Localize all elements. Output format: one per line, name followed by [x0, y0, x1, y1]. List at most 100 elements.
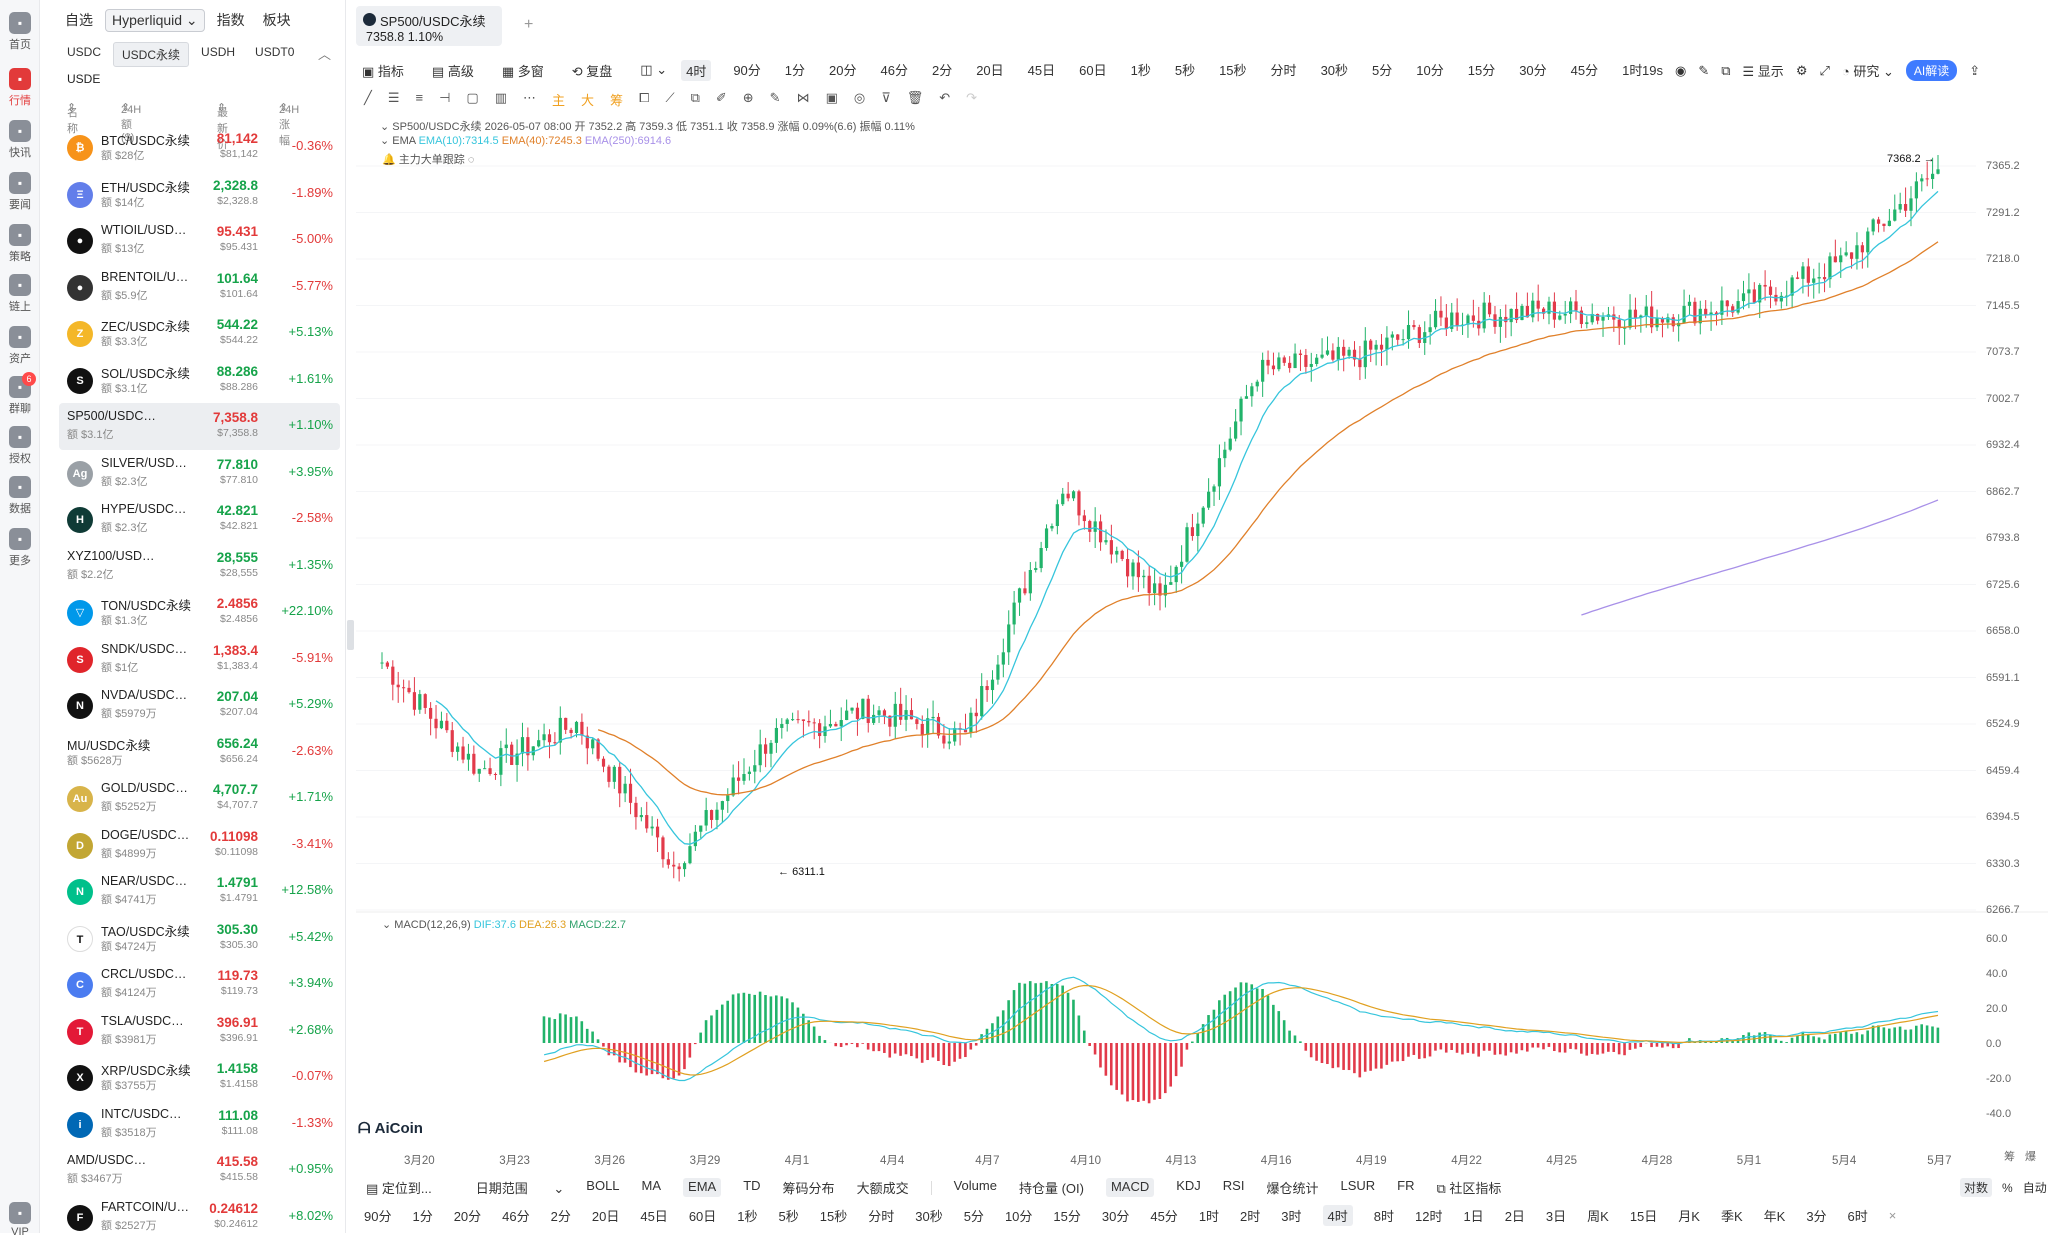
- sub-indicator-4[interactable]: RSI: [1223, 1178, 1245, 1197]
- close-icon[interactable]: ×: [1889, 1208, 1897, 1223]
- subtab-usdt0[interactable]: USDT0: [247, 42, 302, 67]
- bottom-interval-21[interactable]: 4时: [1323, 1205, 1353, 1226]
- community-indicator-button[interactable]: ⧉ 社区指标: [1437, 1178, 1524, 1197]
- bottom-interval-14[interactable]: 10分: [1005, 1206, 1032, 1225]
- bottom-interval-13[interactable]: 5分: [964, 1206, 984, 1225]
- bottom-interval-25[interactable]: 2日: [1505, 1206, 1525, 1225]
- candle: [1726, 300, 1729, 317]
- sub-indicator-5[interactable]: 爆仓统计: [1266, 1178, 1318, 1197]
- date-range-button[interactable]: 日期范围 ⌄: [476, 1178, 565, 1197]
- bottom-interval-29[interactable]: 月K: [1678, 1206, 1700, 1225]
- subtab-usdh[interactable]: USDH: [193, 42, 243, 67]
- bottom-interval-8[interactable]: 1秒: [737, 1206, 757, 1225]
- bottom-interval-19[interactable]: 2时: [1240, 1206, 1260, 1225]
- bottom-interval-0[interactable]: 90分: [364, 1206, 391, 1225]
- indicator-0[interactable]: BOLL: [586, 1178, 619, 1197]
- subtab-usdc[interactable]: USDC: [59, 42, 109, 67]
- bottom-interval-7[interactable]: 60日: [689, 1206, 716, 1225]
- bottom-interval-23[interactable]: 12时: [1415, 1206, 1442, 1225]
- bottom-interval-12[interactable]: 30秒: [915, 1206, 942, 1225]
- header-name[interactable]: 名称 ⇕: [67, 101, 76, 114]
- bottom-interval-1[interactable]: 1分: [412, 1206, 432, 1225]
- bottom-interval-17[interactable]: 45分: [1150, 1206, 1177, 1225]
- bottom-interval-20[interactable]: 3时: [1281, 1206, 1301, 1225]
- bottom-interval-32[interactable]: 3分: [1806, 1206, 1826, 1225]
- bottom-interval-18[interactable]: 1时: [1199, 1206, 1219, 1225]
- indicator-2[interactable]: EMA: [683, 1178, 721, 1197]
- sub-indicator-6[interactable]: LSUR: [1340, 1178, 1375, 1197]
- sub-indicator-0[interactable]: Volume: [954, 1178, 997, 1197]
- bottom-interval-28[interactable]: 15日: [1630, 1206, 1657, 1225]
- bottom-interval-6[interactable]: 45日: [640, 1206, 667, 1225]
- percent-scale-button[interactable]: %: [2002, 1181, 2013, 1195]
- bottom-interval-26[interactable]: 3日: [1546, 1206, 1566, 1225]
- sub-indicator-1[interactable]: 持仓量 (OI): [1019, 1178, 1084, 1197]
- chevron-up-icon[interactable]: ︿: [318, 44, 331, 63]
- bottom-interval-16[interactable]: 30分: [1102, 1206, 1129, 1225]
- sub-indicator-7[interactable]: FR: [1397, 1178, 1414, 1197]
- bottom-interval-27[interactable]: 周K: [1587, 1206, 1609, 1225]
- bottom-interval-10[interactable]: 15秒: [820, 1206, 847, 1225]
- subtab-usde[interactable]: USDE: [67, 72, 100, 86]
- indicator-5[interactable]: 大额成交: [857, 1178, 909, 1197]
- indicator-4[interactable]: 筹码分布: [783, 1178, 835, 1197]
- header-price[interactable]: 最新价 ⇕: [217, 101, 226, 114]
- bottom-interval-2[interactable]: 20分: [454, 1206, 481, 1225]
- tab-favorites[interactable]: 自选: [59, 8, 99, 32]
- price-chart[interactable]: [356, 0, 2048, 1170]
- header-volume[interactable]: 24H额($) ⇕: [121, 101, 130, 114]
- goto-button[interactable]: ▤ 定位到...: [366, 1178, 454, 1197]
- indicator-3[interactable]: TD: [743, 1178, 760, 1197]
- bottom-interval-9[interactable]: 5秒: [779, 1206, 799, 1225]
- subtab-usdc-perp[interactable]: USDC永续: [113, 42, 189, 67]
- indicator-1[interactable]: MA: [642, 1178, 662, 1197]
- bottom-interval-24[interactable]: 1日: [1463, 1206, 1483, 1225]
- market-usd-price: $88.286: [220, 381, 258, 393]
- bottom-interval-22[interactable]: 8时: [1374, 1206, 1394, 1225]
- nav-item-11[interactable]: ▪VIP: [0, 1196, 40, 1258]
- collapse-panel-button[interactable]: [347, 620, 354, 650]
- bottom-interval-3[interactable]: 46分: [502, 1206, 529, 1225]
- bottom-interval-31[interactable]: 年K: [1764, 1206, 1786, 1225]
- auto-scale-button[interactable]: 自动: [2023, 1179, 2047, 1196]
- nav-item-0[interactable]: ▪首页: [0, 6, 40, 68]
- bottom-interval-30[interactable]: 季K: [1721, 1206, 1743, 1225]
- nav-item-10[interactable]: ▪更多: [0, 522, 40, 584]
- bottom-interval-11[interactable]: 分时: [868, 1206, 894, 1225]
- tab-index[interactable]: 指数: [211, 8, 251, 32]
- header-change[interactable]: 24H涨幅 ⇕: [279, 101, 288, 114]
- tab-hyperliquid[interactable]: Hyperliquid ⌄: [105, 9, 205, 32]
- bottom-interval-33[interactable]: 6时: [1848, 1206, 1868, 1225]
- log-scale-button[interactable]: 对数: [1960, 1178, 1992, 1197]
- bottom-interval-5[interactable]: 20日: [592, 1206, 619, 1225]
- tab-sectors[interactable]: 板块: [257, 8, 297, 32]
- sub-indicator-2[interactable]: MACD: [1106, 1178, 1154, 1197]
- sub-indicator-3[interactable]: KDJ: [1176, 1178, 1201, 1197]
- bottom-interval-15[interactable]: 15分: [1053, 1206, 1080, 1225]
- bottom-interval-4[interactable]: 2分: [551, 1206, 571, 1225]
